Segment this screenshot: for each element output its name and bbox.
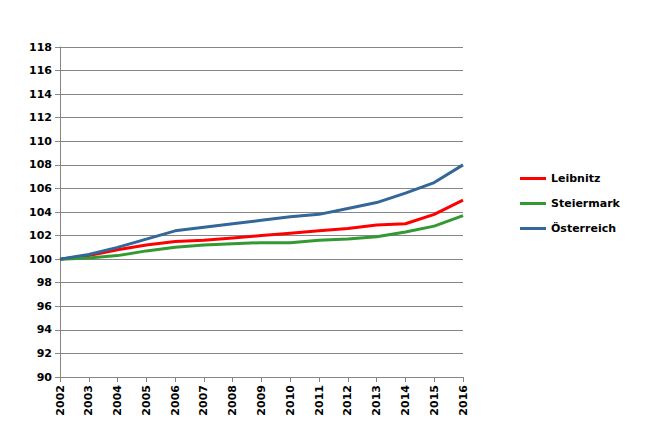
svg-text:Österreich: Österreich: [551, 221, 616, 235]
svg-text:2005: 2005: [140, 385, 153, 416]
svg-text:108: 108: [29, 158, 52, 171]
svg-text:2014: 2014: [399, 385, 412, 416]
svg-text:92: 92: [37, 347, 52, 360]
svg-text:116: 116: [29, 64, 52, 77]
svg-text:112: 112: [29, 111, 52, 124]
svg-text:90: 90: [37, 371, 53, 384]
svg-text:2008: 2008: [226, 385, 239, 416]
svg-text:2009: 2009: [255, 385, 268, 416]
svg-text:94: 94: [37, 323, 53, 336]
svg-text:2004: 2004: [111, 385, 124, 416]
svg-text:110: 110: [29, 135, 52, 148]
svg-text:2007: 2007: [197, 385, 210, 416]
svg-text:Steiermark: Steiermark: [551, 197, 621, 210]
svg-text:104: 104: [29, 206, 52, 219]
svg-text:Leibnitz: Leibnitz: [551, 172, 600, 185]
svg-text:2016: 2016: [457, 385, 470, 416]
svg-text:102: 102: [29, 229, 52, 242]
svg-text:100: 100: [29, 253, 52, 266]
svg-text:2006: 2006: [169, 385, 182, 416]
svg-text:106: 106: [29, 182, 52, 195]
svg-text:114: 114: [29, 88, 52, 101]
svg-text:2002: 2002: [54, 385, 67, 416]
svg-text:2010: 2010: [284, 385, 297, 416]
svg-text:118: 118: [29, 41, 52, 54]
svg-text:2015: 2015: [428, 385, 441, 416]
svg-text:2011: 2011: [313, 385, 326, 416]
svg-text:2003: 2003: [82, 385, 95, 416]
svg-text:98: 98: [37, 276, 52, 289]
svg-text:2012: 2012: [341, 385, 354, 416]
svg-text:96: 96: [37, 300, 53, 313]
svg-text:2013: 2013: [370, 385, 383, 416]
